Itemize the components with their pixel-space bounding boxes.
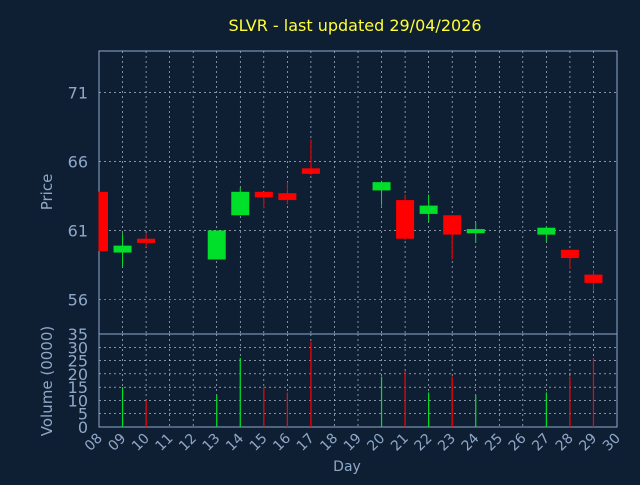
x-tick-label: 14 [223,430,247,454]
candle [537,226,556,242]
candle [207,230,226,260]
x-tick-label: 23 [435,431,459,455]
volume-tick-label: 10 [68,391,88,410]
volume-tick-label: 35 [68,325,88,344]
x-tick-label: 21 [388,431,412,455]
candle [584,270,603,292]
volume-tick-label: 15 [68,378,88,397]
volume-tick-label: 25 [68,352,88,371]
x-tick-label: 28 [553,431,577,455]
x-tick-label: 09 [105,431,129,455]
candle [419,194,438,223]
chart-title: SLVR - last updated 29/04/2026 [228,16,481,35]
x-tick-label: 22 [412,431,436,455]
x-tick-label: 17 [294,431,318,455]
volume-tick-label: 30 [68,338,88,357]
x-tick-label: 18 [317,431,341,455]
x-tick-label: 12 [176,431,200,455]
candle-body [443,215,462,235]
price-grid [99,51,617,334]
x-tick-label: 10 [129,431,153,455]
candle [372,180,391,206]
volume-tick-label: 5 [78,405,88,424]
volume-grid [99,334,617,427]
candle-body [231,191,250,216]
candle [443,215,462,260]
candle-body [137,238,156,243]
x-tick-label: 29 [576,431,600,455]
candle-body [537,227,556,235]
candle [466,222,485,243]
price-tick-label: 71 [68,83,88,102]
x-tick-label: 13 [200,431,224,455]
x-tick-label: 11 [153,431,177,455]
volume-bars [121,341,595,427]
price-tick-label: 66 [68,152,88,171]
candle-body [278,193,297,201]
candle-body [560,249,579,259]
volume-tick-label: 20 [68,365,88,384]
candle [560,249,579,270]
x-tick-label: 24 [459,430,483,454]
x-tick-label: 20 [364,431,388,455]
x-axis-label: Day [333,459,361,475]
candle [137,233,156,248]
x-tick-label: 26 [506,430,530,454]
candle-body [584,274,603,283]
candle [231,187,250,216]
x-tick-label: 27 [529,431,553,455]
candles [98,139,603,292]
price-tick-label: 61 [68,221,88,240]
candle-body [466,229,485,234]
candle-body [301,168,320,174]
candle [98,191,108,252]
candle-body [419,205,438,214]
candle [254,191,273,209]
candle-body [207,230,226,260]
price-axis-label: Price [38,174,56,211]
volume-plot-frame [98,333,618,428]
x-tick-label: 25 [482,431,506,455]
volume-axis-label: Volume (0000) [38,326,56,436]
x-ticks: 08 09 10 11 12 13 14 15 16 17 18 19 20 21 22 23 24 25 26 27… [82,430,624,454]
x-tick-label: 30 [600,431,624,455]
candle [396,194,415,241]
candle-body [113,245,132,253]
candle-body [254,191,273,198]
x-tick-label: 16 [270,430,294,454]
volume-tick-label: 0 [78,418,88,437]
price-tick-label: 56 [68,290,88,309]
candle-body [396,200,415,239]
candle-body [372,182,391,191]
x-tick-label: 19 [341,431,365,455]
x-tick-label: 15 [247,431,271,455]
price-y-ticks: 56 61 66 71 [68,83,88,309]
candle-body [99,191,108,252]
candle [278,182,297,205]
candle [113,233,132,267]
candle [301,139,320,176]
